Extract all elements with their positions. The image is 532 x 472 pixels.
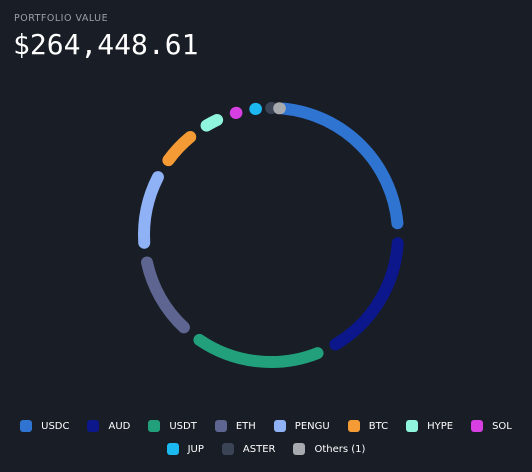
- legend-label: JUP: [187, 443, 204, 455]
- legend-swatch: [406, 420, 419, 432]
- legend-swatch: [293, 443, 306, 455]
- donut-segment: [141, 256, 190, 334]
- legend-item[interactable]: ETH: [214, 418, 256, 434]
- legend-label: SOL: [492, 420, 512, 432]
- legend-item[interactable]: USDC: [20, 418, 69, 434]
- legend-label: USDC: [41, 420, 70, 432]
- legend-item[interactable]: PENGU: [273, 418, 330, 434]
- legend-label: BTC: [368, 420, 389, 432]
- legend-swatch: [87, 420, 100, 432]
- legend-item[interactable]: BTC: [347, 418, 389, 434]
- donut-segment: [162, 131, 197, 167]
- legend-swatch: [273, 420, 286, 432]
- legend-item[interactable]: Others (1): [293, 441, 365, 457]
- legend-item[interactable]: SOL: [471, 418, 512, 434]
- legend-swatch: [221, 443, 234, 455]
- legend-swatch: [148, 420, 161, 432]
- portfolio-value: $264,448.61: [13, 28, 199, 61]
- donut-segment: [277, 102, 404, 230]
- legend-item[interactable]: HYPE: [406, 418, 453, 434]
- donut-segment: [138, 171, 164, 249]
- legend-label: USDT: [169, 420, 197, 432]
- legend-label: HYPE: [427, 420, 454, 432]
- portfolio-label: PORTFOLIO VALUE: [14, 13, 109, 24]
- legend-label: AUD: [108, 420, 131, 432]
- legend-swatch: [166, 443, 179, 455]
- legend-item[interactable]: ASTER: [221, 441, 276, 457]
- legend-swatch: [347, 420, 360, 432]
- legend: USDC AUD USDT ETH PENGU BTC HYPE SOL JUP ASTER Oth…: [20, 418, 512, 457]
- donut-segment: [193, 333, 324, 368]
- donut-chart: [138, 102, 404, 368]
- legend-label: Others (1): [314, 443, 366, 455]
- legend-item[interactable]: JUP: [166, 441, 204, 457]
- legend-item[interactable]: USDT: [148, 418, 197, 434]
- legend-label: PENGU: [294, 420, 330, 432]
- legend-swatch: [214, 420, 227, 432]
- donut-segment: [329, 237, 404, 351]
- legend-label: ETH: [235, 420, 256, 432]
- donut-segment: [200, 113, 224, 132]
- legend-swatch: [20, 420, 33, 432]
- legend-swatch: [471, 420, 484, 432]
- legend-item[interactable]: AUD: [87, 418, 130, 434]
- legend-label: ASTER: [242, 443, 276, 455]
